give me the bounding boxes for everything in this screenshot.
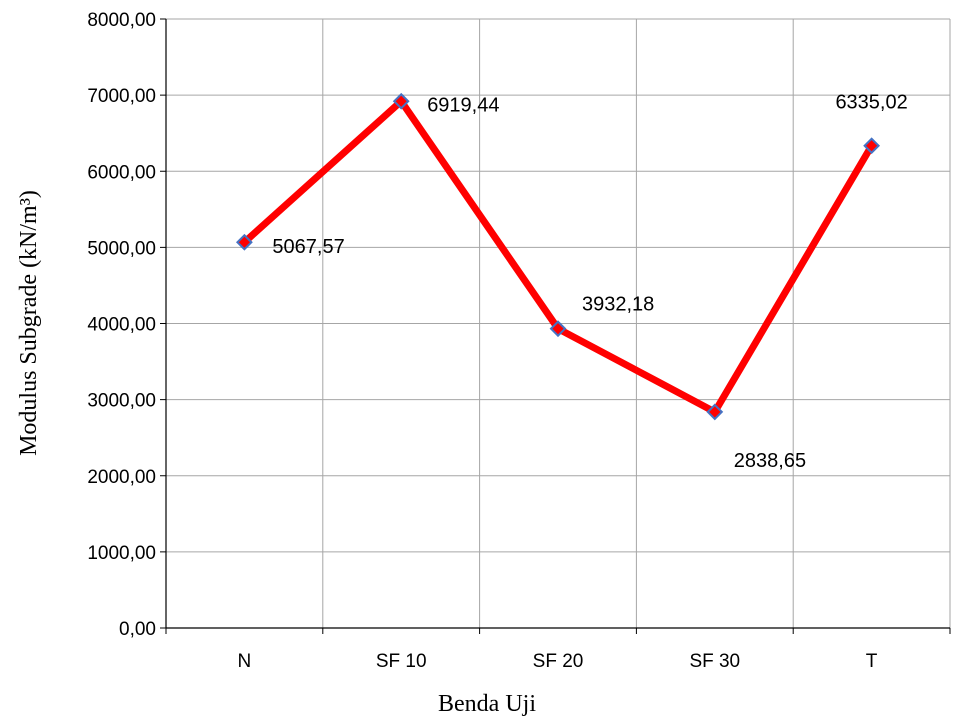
data-label: 6335,02	[835, 92, 907, 114]
data-label: 3932,18	[582, 294, 654, 316]
axis-layer	[160, 18, 951, 634]
y-tick-label: 1000,00	[87, 543, 156, 564]
grid-layer	[166, 18, 951, 628]
y-tick-label: 3000,00	[87, 391, 156, 412]
y-tick-label: 6000,00	[87, 162, 156, 183]
y-tick-label: 2000,00	[87, 467, 156, 488]
data-point	[706, 403, 724, 421]
x-tick-label: SF 30	[689, 651, 740, 672]
data-point	[235, 233, 253, 251]
x-axis-ticks: N SF 10 SF 20 SF 30 T	[238, 651, 878, 672]
data-point	[392, 92, 410, 110]
x-tick-label: T	[866, 651, 878, 672]
x-tick-label: SF 20	[533, 651, 584, 672]
y-axis-title: Modulus Subgrade (kN/m³)	[16, 190, 42, 456]
x-axis-title: Benda Uji	[438, 691, 536, 717]
data-point	[863, 137, 881, 155]
y-tick-label: 7000,00	[87, 86, 156, 107]
x-tick-label: SF 10	[376, 651, 427, 672]
data-label-layer: 5067,57 6919,44 3932,18 2838,65 6335,02	[272, 92, 907, 472]
data-label: 5067,57	[272, 236, 344, 258]
x-tick-label: N	[238, 651, 252, 672]
data-label: 6919,44	[427, 94, 499, 116]
marker-layer	[235, 92, 881, 421]
data-label: 2838,65	[734, 450, 806, 472]
y-tick-label: 0,00	[119, 619, 156, 640]
y-tick-label: 4000,00	[87, 315, 156, 336]
y-tick-label: 8000,00	[87, 10, 156, 31]
y-tick-label: 5000,00	[87, 238, 156, 259]
data-point	[549, 320, 567, 338]
y-axis-ticks: 0,00 1000,00 2000,00 3000,00 4000,00 5000,00 6…	[87, 10, 156, 640]
